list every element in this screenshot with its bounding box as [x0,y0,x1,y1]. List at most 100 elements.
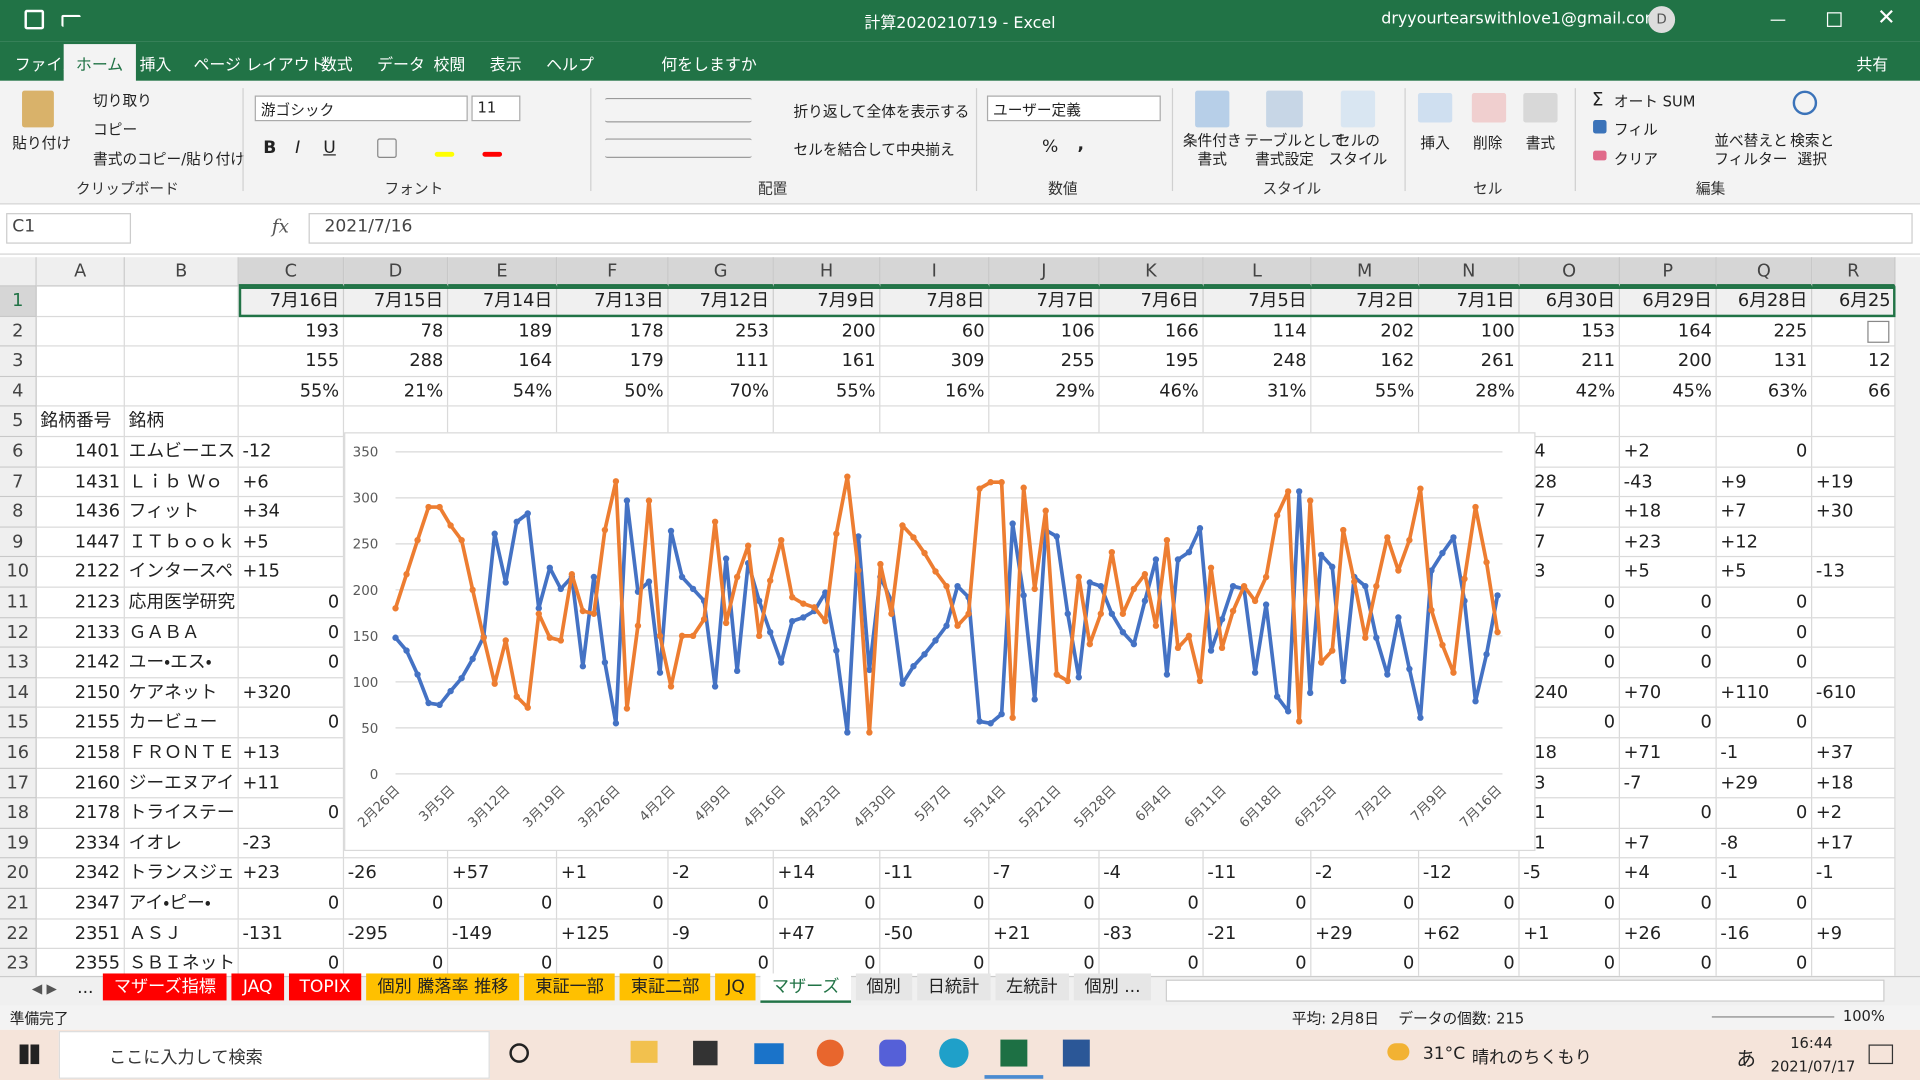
cell[interactable]: 0 [1717,708,1813,738]
weather[interactable]: 晴れのちくもり [1472,1044,1592,1068]
cell[interactable]: +23 [239,859,344,889]
cell[interactable]: -5 [1520,859,1620,889]
cell[interactable]: 193 [239,317,344,347]
cut[interactable]: 切り取り [93,89,152,110]
cell[interactable]: +62 [1419,919,1519,949]
menu-tab[interactable]: ヘルプ [546,51,594,74]
cell[interactable]: +2 [1812,799,1895,829]
cell[interactable] [1812,708,1895,738]
column-header[interactable]: M [1311,257,1419,286]
cell[interactable]: +21 [989,919,1099,949]
maximize[interactable] [1827,12,1842,27]
bold[interactable]: B [263,138,276,158]
cell[interactable]: 2351 [37,919,125,949]
cell[interactable]: カービュー [125,708,239,738]
row-header[interactable]: 16 [0,738,37,768]
menu-tab[interactable]: 表示 [490,51,522,74]
clear-icon[interactable] [1593,151,1606,161]
row-header[interactable]: 19 [0,829,37,859]
cell[interactable]: 66 [1812,377,1895,407]
cell[interactable]: 0 [1620,799,1717,829]
cell[interactable]: 1436 [37,497,125,527]
cell[interactable]: 0 [774,889,881,919]
cell[interactable]: 131 [1717,347,1813,377]
italic[interactable]: I [295,138,300,158]
sheet-tab[interactable]: 日統計 [917,973,990,1000]
cell[interactable]: +9 [1812,919,1895,949]
clock-time[interactable]: 16:44 [1790,1035,1832,1052]
cell[interactable]: 0 [1311,889,1419,919]
cell[interactable]: 2347 [37,889,125,919]
app-explorer[interactable] [631,1041,658,1063]
cell[interactable]: +11 [239,768,344,798]
fill[interactable]: フィル [1614,119,1658,140]
cell[interactable]: +9 [1717,467,1813,497]
cell[interactable] [37,347,125,377]
cell[interactable]: 0 [239,949,344,976]
cell[interactable]: -12 [239,437,344,467]
cell[interactable]: +5 [239,528,344,558]
cell[interactable]: 0 [880,949,989,976]
sheet-tab[interactable]: TOPIX [288,973,361,1000]
app-2[interactable] [879,1040,906,1067]
sheet-tab[interactable]: マザーズ [761,973,851,1002]
cell[interactable]: 0 [448,889,557,919]
cell[interactable]: -4 [1100,859,1204,889]
row-header[interactable]: 15 [0,708,37,738]
cell[interactable]: アイ・ピー・ [125,889,239,919]
cell[interactable]: +17 [1812,829,1895,859]
cell[interactable]: 0 [1419,949,1519,976]
fill-color[interactable] [435,152,455,157]
menu-tab[interactable]: データ [377,51,425,74]
start-button[interactable] [20,1044,40,1064]
cell[interactable]: フィット [125,497,239,527]
cell[interactable]: 0 [1520,949,1620,976]
cell[interactable]: -1 [1717,738,1813,768]
row-header[interactable]: 8 [0,497,37,527]
cell[interactable]: 55% [774,377,881,407]
cell[interactable]: +1 [557,859,668,889]
cell-style-icon[interactable] [1341,91,1375,128]
copy[interactable]: コピー [93,119,137,140]
paste-icon[interactable] [22,91,54,128]
cell[interactable]: +71 [1620,738,1717,768]
cell[interactable] [1812,588,1895,618]
cell[interactable]: 0 [1717,588,1813,618]
column-header[interactable]: G [669,257,774,286]
cell[interactable] [1812,949,1895,976]
cell[interactable]: 21% [344,377,448,407]
cell[interactable]: -13 [1812,558,1895,588]
menu-tab[interactable]: 挿入 [140,51,172,74]
cell[interactable]: +12 [1717,528,1813,558]
insert[interactable]: 挿入 [1420,132,1449,153]
border-icon[interactable] [377,138,397,158]
cell[interactable]: 0 [774,949,881,976]
cell[interactable]: +1 [1520,919,1620,949]
delete-icon[interactable] [1472,93,1506,122]
cell[interactable]: 153 [1520,317,1620,347]
underline[interactable]: U [323,138,336,158]
cell[interactable]: +19 [1812,467,1895,497]
cell[interactable]: 0 [344,889,448,919]
tab-nav[interactable]: ◀ ▶ [32,981,57,997]
cell[interactable]: 55% [239,377,344,407]
cell[interactable]: 0 [239,618,344,648]
name-box[interactable]: C1 [6,213,131,244]
app-word[interactable] [1063,1040,1090,1067]
cell[interactable]: +125 [557,919,668,949]
cell[interactable]: 55% [1311,377,1419,407]
row-header[interactable]: 23 [0,949,37,976]
cell[interactable]: +7 [1620,829,1717,859]
menu-tab[interactable]: ホーム [64,44,136,84]
cell[interactable]: 2122 [37,558,125,588]
formula-input[interactable]: 2021/7/16 [309,213,1913,244]
cell[interactable]: -7 [989,859,1099,889]
format[interactable]: 書式 [1526,132,1555,153]
app-excel[interactable] [1000,1040,1027,1067]
cell[interactable]: 0 [239,708,344,738]
cell[interactable]: -11 [1204,859,1312,889]
cell[interactable]: 0 [880,889,989,919]
sheet-tab[interactable]: 東証一部 [524,973,615,1000]
format-painter[interactable]: 書式のコピー/貼り付け [93,148,245,169]
row-header[interactable]: 2 [0,317,37,347]
